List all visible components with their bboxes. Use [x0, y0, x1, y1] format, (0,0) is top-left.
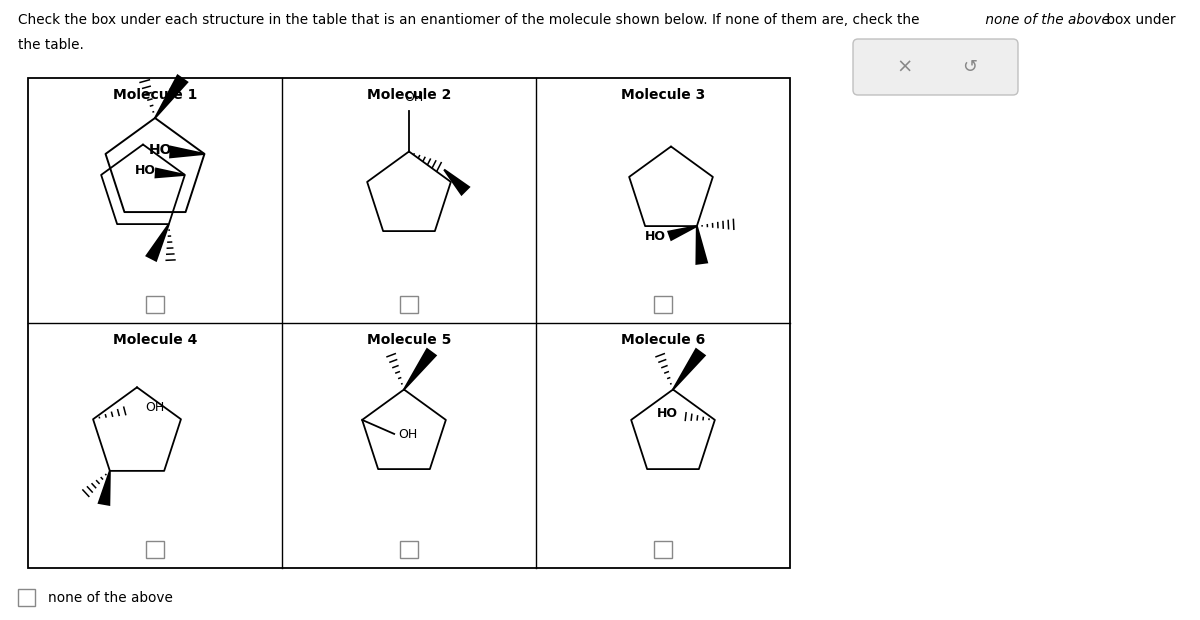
Text: Molecule 4: Molecule 4	[113, 333, 197, 347]
Text: Molecule 2: Molecule 2	[367, 88, 451, 102]
Polygon shape	[145, 224, 169, 262]
Text: the table.: the table.	[18, 38, 84, 52]
Text: ×: ×	[896, 58, 913, 76]
Text: HO: HO	[149, 143, 172, 157]
Polygon shape	[154, 74, 188, 118]
Polygon shape	[403, 348, 437, 390]
Text: OH: OH	[404, 91, 424, 104]
Text: HO: HO	[644, 229, 666, 242]
Text: none of the above: none of the above	[982, 13, 1110, 27]
Bar	[28, 78, 790, 568]
Text: HO: HO	[656, 407, 678, 420]
Polygon shape	[672, 348, 707, 390]
Text: none of the above: none of the above	[48, 590, 173, 604]
Bar	[654, 296, 672, 313]
FancyBboxPatch shape	[853, 39, 1018, 95]
Polygon shape	[155, 167, 185, 179]
Polygon shape	[169, 146, 204, 159]
Text: Molecule 1: Molecule 1	[113, 88, 197, 102]
Text: Molecule 6: Molecule 6	[620, 333, 706, 347]
Bar	[146, 541, 163, 558]
Text: OH: OH	[145, 401, 164, 414]
Text: OH: OH	[398, 428, 418, 441]
Bar	[401, 541, 418, 558]
Polygon shape	[667, 225, 697, 241]
Text: box under: box under	[1102, 13, 1176, 27]
Text: HO: HO	[134, 164, 156, 177]
Bar	[146, 296, 163, 313]
Bar	[654, 541, 672, 558]
Bar	[18, 589, 35, 606]
Text: ↺: ↺	[962, 58, 977, 76]
Text: Molecule 3: Molecule 3	[620, 88, 706, 102]
Bar	[401, 296, 418, 313]
Polygon shape	[443, 169, 470, 196]
Text: Check the box under each structure in the table that is an enantiomer of the mol: Check the box under each structure in th…	[18, 13, 919, 27]
Polygon shape	[97, 471, 110, 506]
Polygon shape	[696, 226, 708, 265]
Text: Molecule 5: Molecule 5	[367, 333, 451, 347]
